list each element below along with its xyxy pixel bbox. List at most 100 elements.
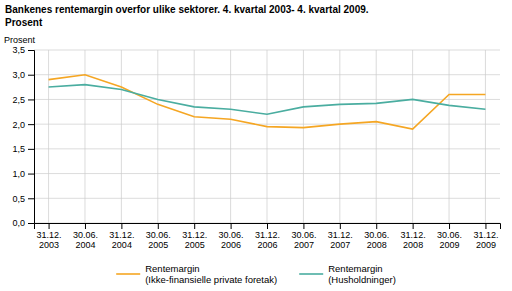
grid-line-x: [303, 50, 304, 223]
x-tick-label-line: 2009: [476, 240, 496, 250]
title: Bankenes rentemargin overfor ulike sekto…: [5, 4, 369, 15]
grid-line-x: [194, 50, 195, 223]
x-tick: 31.12.2005: [182, 223, 207, 250]
y-tick: 3,0: [12, 70, 34, 80]
legend-item: Rentemargin(Ikke-finansielle private for…: [116, 263, 277, 284]
x-tick-label-line: 31.12.: [401, 230, 426, 240]
x-tick-label: 30.06.2004: [73, 230, 98, 250]
legend-label: Rentemargin(Ikke-finansielle private for…: [145, 263, 277, 284]
x-tick-label: 30.06.2009: [437, 230, 462, 250]
y-tick-mark: [28, 124, 34, 125]
x-tick: 31.12.2008: [401, 223, 426, 250]
x-tick-label: 30.06.2005: [146, 230, 171, 250]
x-tick-label-line: 30.06.: [146, 230, 171, 240]
y-tick-mark: [28, 99, 34, 100]
y-tick-mark: [28, 198, 34, 199]
x-tick-label-line: 30.06.: [364, 230, 389, 240]
x-tick-label: 31.12.2009: [473, 230, 498, 250]
x-tick-label: 31.12.2005: [182, 230, 207, 250]
x-tick-mark: [231, 223, 232, 229]
x-tick-label: 31.12.2008: [401, 230, 426, 250]
grid-line-x: [48, 50, 49, 223]
y-tick: 1,5: [12, 144, 34, 154]
y-tick-label: 0,0: [12, 218, 25, 228]
x-tick-mark: [376, 223, 377, 229]
x-axis-line: [35, 224, 501, 230]
y-axis-line: [28, 51, 35, 224]
x-tick-label-line: 2004: [112, 240, 132, 250]
y-tick: 1,0: [12, 169, 34, 179]
x-tick: 31.12.2006: [255, 223, 280, 250]
plot: Prosent0,00,51,01,52,02,53,03,531.12.200…: [4, 35, 501, 250]
x-tick-mark: [303, 223, 304, 229]
x-tick-label-line: 31.12.: [328, 230, 353, 240]
series-line: [49, 85, 486, 115]
x-tick: 30.06.2004: [73, 223, 98, 250]
y-tick-mark: [28, 223, 34, 224]
x-tick-label: 31.12.2004: [109, 230, 134, 250]
legend: Rentemargin(Ikke-finansielle private for…: [116, 263, 396, 284]
x-tick-label-line: 30.06.: [437, 230, 462, 240]
x-tick-label-line: 30.06.: [291, 230, 316, 240]
x-axis: 31.12.200330.06.200431.12.200430.06.2005…: [35, 223, 501, 250]
grid-line-x: [376, 50, 377, 223]
chart: Bankenes rentemargin overfor ulike sekto…: [0, 0, 512, 291]
legend-label-line: (Husholdninger): [328, 274, 396, 285]
series-line: [49, 75, 486, 129]
y-tick: 2,5: [12, 95, 34, 105]
y-tick-label: 2,5: [12, 95, 25, 105]
x-tick-label: 31.12.2003: [37, 230, 62, 250]
x-tick-mark: [194, 223, 195, 229]
y-tick-mark: [28, 50, 34, 51]
x-tick-label: 30.06.2007: [291, 230, 316, 250]
y-tick-label: 3,0: [12, 70, 25, 80]
y-tick-label: 0,5: [12, 194, 25, 204]
x-tick-mark: [267, 223, 268, 229]
x-tick-mark: [485, 223, 486, 229]
x-tick-label-line: 2007: [330, 240, 350, 250]
x-tick-label-line: 2004: [75, 240, 95, 250]
x-tick-label-line: 2005: [185, 240, 205, 250]
y-tick-label: 1,0: [12, 169, 25, 179]
x-tick-mark: [85, 223, 86, 229]
x-tick-mark: [49, 223, 50, 229]
y-tick-mark: [28, 174, 34, 175]
legend-label-line: (Ikke-finansielle private foretak): [145, 274, 277, 285]
x-tick: 30.06.2006: [219, 223, 244, 250]
x-tick-label-line: 2006: [221, 240, 241, 250]
page: {"chart_data": { "type": "line", "title"…: [0, 0, 512, 291]
x-tick-label-line: 31.12.: [473, 230, 498, 240]
y-axis-label: Prosent: [4, 35, 36, 45]
x-tick-label-line: 31.12.: [255, 230, 280, 240]
y-tick: 0,0: [12, 218, 34, 228]
y-tick-mark: [28, 149, 34, 150]
x-tick-label: 30.06.2006: [219, 230, 244, 250]
x-tick: 30.06.2007: [291, 223, 316, 250]
y-tick-mark: [28, 75, 34, 76]
x-tick: 30.06.2008: [364, 223, 389, 250]
x-tick-label-line: 30.06.: [219, 230, 244, 240]
x-tick-label-line: 2007: [294, 240, 314, 250]
legend-label-line: Rentemargin: [145, 263, 199, 274]
grid-line-x: [121, 50, 122, 223]
grid-line-x: [449, 50, 450, 223]
grid-line-x: [339, 50, 340, 223]
grid-line-x: [84, 50, 85, 223]
x-tick: 30.06.2005: [146, 223, 171, 250]
y-tick-label: 3,5: [12, 45, 25, 55]
x-tick-label-line: 2006: [257, 240, 277, 250]
subtitle: Prosent: [5, 17, 43, 28]
x-tick-label-line: 31.12.: [109, 230, 134, 240]
grid-line-x: [230, 50, 231, 223]
x-tick-label: 31.12.2006: [255, 230, 280, 250]
x-tick-label-line: 2005: [148, 240, 168, 250]
grid-line-x: [412, 50, 413, 223]
x-tick-label-line: 2008: [367, 240, 387, 250]
x-tick-mark: [449, 223, 450, 229]
legend-swatch: [116, 273, 140, 275]
legend-swatch: [299, 273, 323, 275]
y-axis: 0,00,51,01,52,02,53,03,5: [12, 45, 34, 228]
x-tick: 31.12.2004: [109, 223, 134, 250]
series-lines: [49, 75, 486, 129]
legend-item: Rentemargin(Husholdninger): [299, 263, 396, 284]
